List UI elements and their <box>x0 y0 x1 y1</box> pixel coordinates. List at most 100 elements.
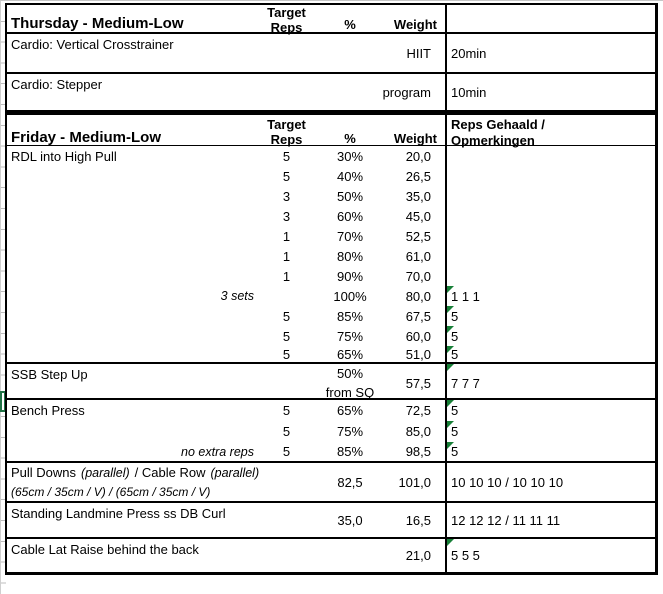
exercise-name[interactable]: Cardio: Vertical Crosstrainer <box>11 37 174 52</box>
weight-cell[interactable]: program <box>382 84 431 100</box>
reps-cell[interactable]: 5 <box>445 442 655 461</box>
target-reps-header[interactable]: Target Reps <box>258 115 315 149</box>
set-note[interactable]: 3 sets <box>220 289 254 303</box>
target-cell[interactable]: 3 <box>282 208 291 224</box>
reps-cell[interactable]: 7 7 7 <box>445 364 655 402</box>
reps-cell[interactable]: 5 <box>445 326 655 346</box>
reps-cell[interactable] <box>445 246 655 266</box>
target-cell[interactable] <box>258 286 315 306</box>
weight-cell[interactable]: 70,0 <box>405 268 431 284</box>
reps-cell[interactable] <box>445 166 655 186</box>
set-note[interactable]: no extra reps <box>181 444 254 459</box>
percent-cell[interactable]: 50% <box>336 188 364 204</box>
exercise-name[interactable] <box>7 306 258 326</box>
target-cell[interactable]: 5 <box>282 168 291 184</box>
exercise-name[interactable] <box>7 186 258 206</box>
reps-cell[interactable]: 12 12 12 / 11 11 11 <box>445 503 655 537</box>
exercise-name[interactable]: Pull Downs (parallel) / Cable Row (parallel… <box>7 463 315 502</box>
weight-cell[interactable]: 20,0 <box>405 148 431 164</box>
percent-cell[interactable]: 60% <box>336 208 364 224</box>
reps-cell[interactable] <box>445 206 655 226</box>
percent-cell[interactable]: 100% <box>333 288 367 304</box>
reps-cell[interactable] <box>445 146 655 166</box>
weight-cell[interactable]: HIIT <box>406 45 431 61</box>
percent-header[interactable]: % <box>344 17 356 32</box>
weight-cell[interactable]: 26,5 <box>405 168 431 184</box>
weight-cell[interactable]: 35,0 <box>405 188 431 204</box>
reps-cell[interactable]: 1 1 1 <box>445 286 655 306</box>
exercise-name[interactable]: SSB Step Up <box>11 367 88 382</box>
percent-cell[interactable]: 75% <box>336 328 364 344</box>
weight-cell[interactable]: 45,0 <box>405 208 431 224</box>
target-cell[interactable]: 1 <box>282 248 291 264</box>
exercise-name[interactable] <box>7 226 258 246</box>
weight-cell[interactable]: 21,0 <box>405 548 431 563</box>
percent-cell[interactable]: 85% <box>336 308 364 324</box>
percent-cell[interactable]: 65% <box>336 403 364 418</box>
target-cell[interactable]: 5 <box>282 308 291 324</box>
target-cell[interactable]: 5 <box>282 444 291 459</box>
percent-cell[interactable]: 75% <box>336 424 364 439</box>
weight-cell[interactable]: 101,0 <box>398 475 431 490</box>
exercise-name[interactable] <box>7 421 258 442</box>
reps-cell[interactable]: 5 <box>445 421 655 442</box>
percent-cell[interactable]: 80% <box>336 248 364 264</box>
reps-cell[interactable]: 5 <box>445 400 655 421</box>
weight-cell[interactable]: 72,5 <box>405 403 431 418</box>
reps-cell[interactable]: 5 <box>445 306 655 326</box>
reps-cell[interactable] <box>445 226 655 246</box>
exercise-name[interactable] <box>7 326 258 346</box>
target-cell[interactable]: 5 <box>282 403 291 418</box>
weight-cell[interactable]: 52,5 <box>405 228 431 244</box>
exercise-name[interactable]: Cable Lat Raise behind the back <box>11 542 199 557</box>
percent-cell[interactable]: 30% <box>336 148 364 164</box>
exercise-name[interactable] <box>7 206 258 226</box>
exercise-name[interactable] <box>7 166 258 186</box>
exercise-name[interactable]: Bench Press <box>11 403 85 418</box>
weight-header[interactable]: Weight <box>393 17 437 32</box>
exercise-name[interactable]: Cardio: Stepper <box>11 77 103 92</box>
target-cell[interactable]: 5 <box>282 424 291 439</box>
exercise-name[interactable] <box>7 246 258 266</box>
weight-cell[interactable]: 51,0 <box>405 346 431 362</box>
weight-cell[interactable]: 57,5 <box>405 375 431 391</box>
weight-cell[interactable]: 60,0 <box>405 328 431 344</box>
percent-cell[interactable]: 70% <box>336 228 364 244</box>
target-reps-header[interactable]: Target Reps <box>258 5 315 35</box>
friday-title[interactable]: Friday - Medium-Low <box>11 129 161 146</box>
weight-cell[interactable]: 16,5 <box>405 512 431 528</box>
percent-cell[interactable]: 85% <box>336 444 364 459</box>
reps-header-empty[interactable] <box>445 5 655 35</box>
thursday-title[interactable]: Thursday - Medium-Low <box>11 15 184 32</box>
target-cell[interactable]: 5 <box>282 346 291 362</box>
percent-cell[interactable]: 65% <box>336 346 364 362</box>
percent-cell[interactable]: 90% <box>336 268 364 284</box>
weight-cell[interactable]: 85,0 <box>405 424 431 439</box>
percent-cell[interactable]: 82,5 <box>337 475 363 490</box>
reps-gehaald-header[interactable]: Reps Gehaald / Opmerkingen <box>445 115 655 149</box>
target-cell[interactable]: 5 <box>282 328 291 344</box>
target-cell[interactable]: 5 <box>282 148 291 164</box>
reps-cell[interactable]: 10 10 10 / 10 10 10 <box>445 463 655 502</box>
percent-cell[interactable]: 50% from SQ <box>315 364 385 402</box>
exercise-name[interactable] <box>7 266 258 286</box>
reps-cell[interactable]: 10min <box>445 74 655 110</box>
target-cell[interactable]: 1 <box>282 228 291 244</box>
reps-cell[interactable] <box>445 266 655 286</box>
reps-cell[interactable]: 5 <box>445 346 655 362</box>
reps-cell[interactable]: 20min <box>445 34 655 72</box>
target-cell[interactable]: 3 <box>282 188 291 204</box>
weight-header[interactable]: Weight <box>393 131 437 146</box>
reps-cell[interactable] <box>445 186 655 206</box>
reps-cell[interactable]: 5 5 5 <box>445 539 655 572</box>
percent-cell[interactable]: 40% <box>336 168 364 184</box>
percent-cell[interactable]: 35,0 <box>337 512 363 528</box>
weight-cell[interactable]: 67,5 <box>405 308 431 324</box>
exercise-name[interactable]: RDL into High Pull <box>11 148 117 164</box>
exercise-name[interactable]: Standing Landmine Press ss DB Curl <box>11 506 226 521</box>
percent-header[interactable]: % <box>344 131 356 146</box>
weight-cell[interactable]: 61,0 <box>405 248 431 264</box>
target-cell[interactable] <box>258 364 315 402</box>
weight-cell[interactable]: 80,0 <box>405 288 431 304</box>
target-cell[interactable]: 1 <box>282 268 291 284</box>
